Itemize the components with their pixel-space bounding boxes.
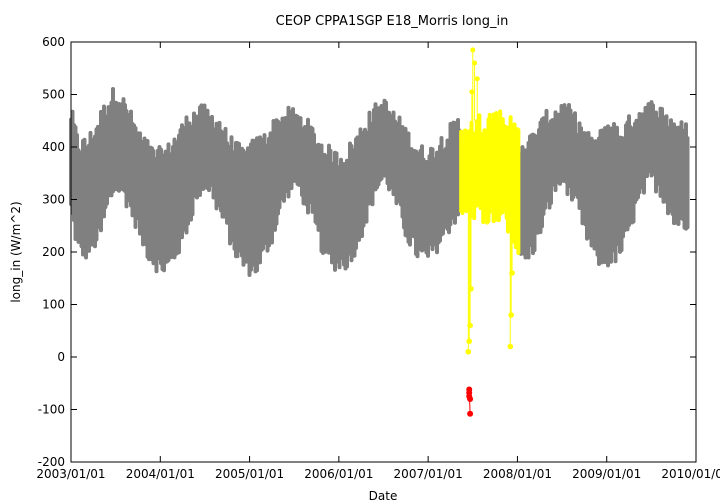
x-axis-label: Date <box>369 489 398 503</box>
series-bad <box>466 386 474 417</box>
series-questionable-point <box>468 285 474 292</box>
y-tick-label: 300 <box>42 193 65 207</box>
series-questionable-point <box>508 312 514 318</box>
x-tick-label: 2006/01/01 <box>304 467 373 481</box>
y-axis: -200 -100 0 100 200 300 400 500 600 <box>38 35 696 469</box>
series-normal <box>69 87 690 278</box>
x-tick-label: 2004/01/01 <box>126 467 195 481</box>
series-bad-point <box>467 410 474 417</box>
series-questionable-point <box>469 89 475 95</box>
x-axis: 2003/01/01 2004/01/01 2005/01/01 2006/01/01… <box>36 42 720 481</box>
y-axis-label: long_in (W/m^2) <box>9 201 23 302</box>
series-questionable-point <box>469 196 476 203</box>
x-tick-label: 2009/01/01 <box>572 467 641 481</box>
x-tick-label: 2010/01/01 <box>661 467 720 481</box>
series-questionable-point <box>507 343 514 350</box>
series-questionable-point <box>474 76 480 82</box>
y-tick-label: 100 <box>42 298 65 312</box>
y-tick-label: 600 <box>42 35 65 49</box>
y-tick-label: 400 <box>42 140 65 154</box>
x-tick-label: 2003/01/01 <box>36 467 105 481</box>
series-questionable-point <box>472 60 478 66</box>
x-tick-label: 2008/01/01 <box>483 467 552 481</box>
series-questionable-point <box>467 322 473 329</box>
series-bad-point <box>467 396 474 402</box>
y-tick-label: -200 <box>38 455 65 469</box>
series-questionable-point <box>466 338 473 345</box>
series-questionable-point <box>509 270 515 276</box>
y-tick-label: 500 <box>42 88 65 102</box>
x-tick-label: 2005/01/01 <box>215 467 284 481</box>
y-tick-label: 0 <box>57 350 65 364</box>
y-tick-label: 200 <box>42 245 65 259</box>
series-questionable <box>459 47 521 355</box>
series-questionable-point <box>465 348 472 355</box>
x-tick-label: 2007/01/01 <box>394 467 463 481</box>
series-questionable-point <box>470 47 476 53</box>
chart-title: CEOP CPPA1SGP E18_Morris long_in <box>276 14 509 29</box>
y-tick-label: -100 <box>38 403 65 417</box>
plot-area <box>69 47 690 417</box>
